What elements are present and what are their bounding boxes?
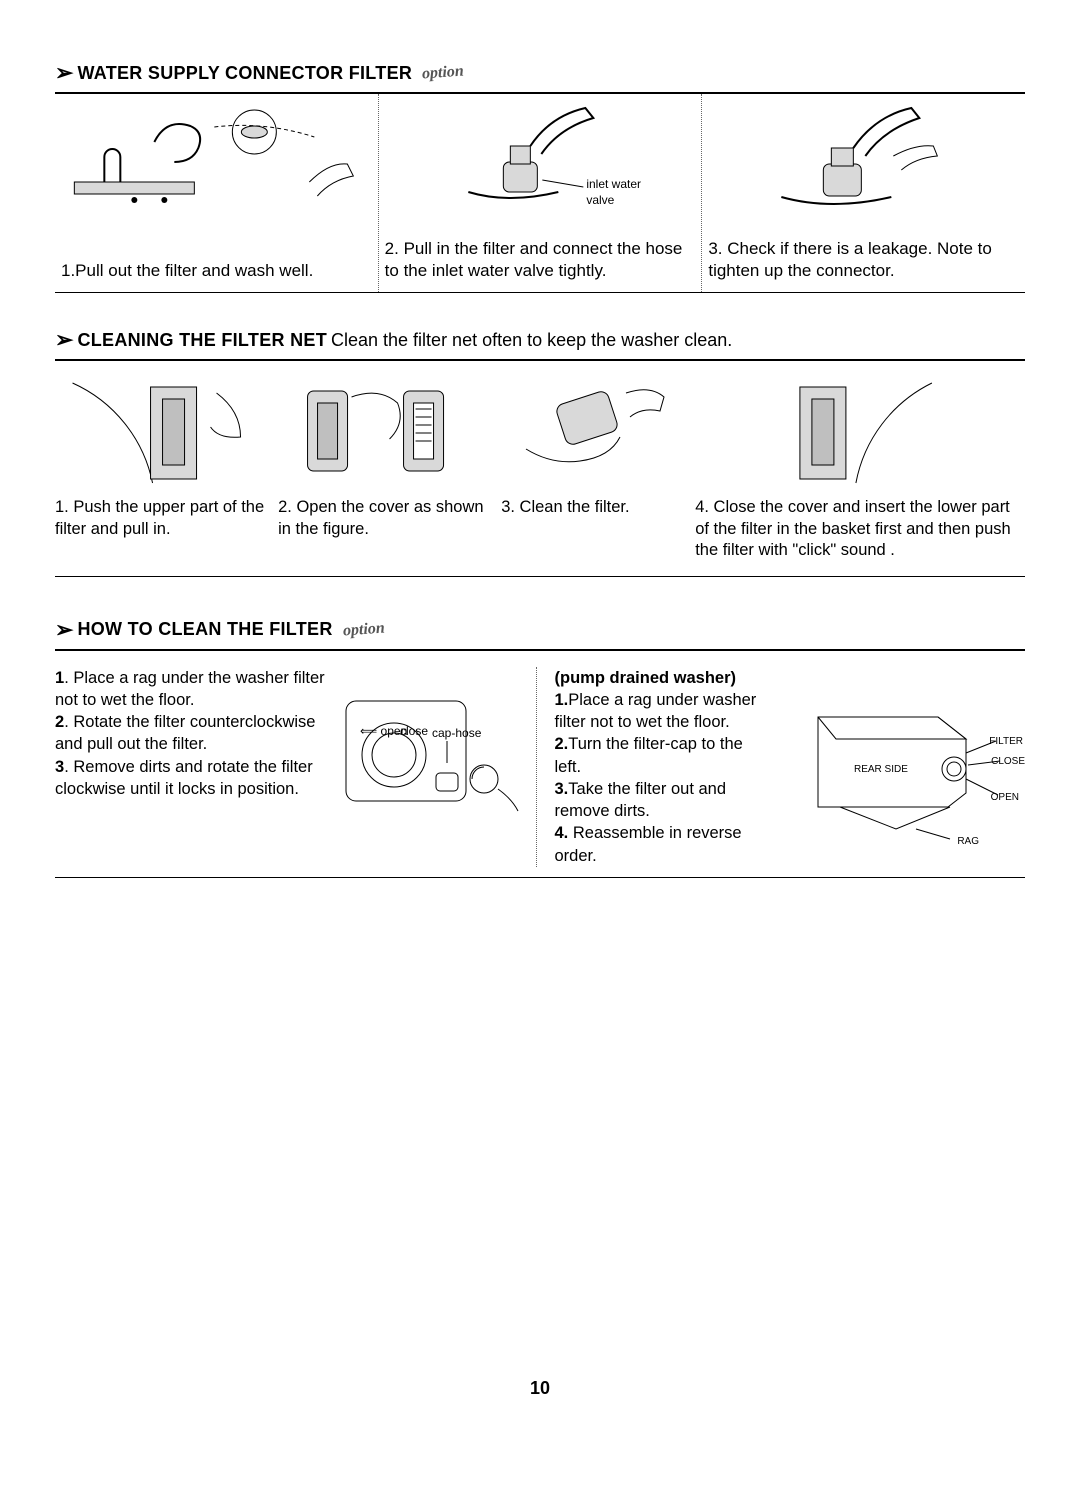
svg-text:close: close — [400, 724, 428, 738]
section-header-water-supply: ➢ WATER SUPPLY CONNECTOR FILTER option — [55, 60, 1025, 86]
label-open: OPEN — [991, 791, 1019, 805]
step-caption: 3. Check if there is a leakage. Note to … — [708, 232, 1015, 282]
pump-drained-heading: (pump drained washer) — [555, 667, 1026, 689]
list-item: 3. Remove dirts and rotate the filter cl… — [55, 756, 328, 801]
step-caption: 1.Pull out the filter and wash well. — [61, 254, 368, 282]
illustration-front-filter: ⟸ open close cap-hose — [342, 693, 522, 813]
illustration-open-cover — [278, 377, 501, 487]
illustration-connect-hose: inlet water valve — [385, 102, 692, 232]
page-number: 10 — [55, 1378, 1025, 1399]
step-cell-2: 2. Open the cover as shown in the figure… — [278, 377, 501, 561]
water-supply-steps-row: 1.Pull out the filter and wash well. inl… — [55, 94, 1025, 293]
divider — [55, 649, 1025, 651]
right-column: (pump drained washer) 1.Place a rag unde… — [537, 667, 1026, 867]
section-header-cleaning-filter-net: ➢ CLEANING THE FILTER NET Clean the filt… — [55, 327, 1025, 353]
list-item: 2. Rotate the filter counterclockwise an… — [55, 711, 328, 756]
section-title: WATER SUPPLY CONNECTOR FILTER — [77, 63, 412, 84]
label-rag: RAG — [957, 835, 979, 849]
filter-net-steps-row: 1. Push the upper part of the filter and… — [55, 377, 1025, 576]
divider — [55, 359, 1025, 361]
illustration-pull-out-filter — [61, 102, 368, 232]
step-cell-1: 1. Push the upper part of the filter and… — [55, 377, 278, 561]
label-close: CLOSE — [991, 755, 1025, 769]
step-cell-2: inlet water valve 2. Pull in the filter … — [378, 94, 702, 292]
step-cell-1: 1.Pull out the filter and wash well. — [55, 94, 378, 292]
step-cell-3: 3. Check if there is a leakage. Note to … — [701, 94, 1025, 292]
step-cell-3: 3. Clean the filter. — [501, 377, 695, 561]
valve-label: valve — [586, 193, 614, 207]
list-item: 4. Reassemble in reverse order. — [555, 822, 771, 867]
option-badge: option — [422, 63, 465, 84]
label-rear: REAR SIDE — [854, 763, 908, 777]
step-caption: 2. Open the cover as shown in the figure… — [278, 487, 501, 540]
chevron-icon: ➢ — [55, 617, 71, 643]
step-caption: 4. Close the cover and insert the lower … — [695, 487, 1025, 561]
section-cleaning-filter-net: ➢ CLEANING THE FILTER NET Clean the filt… — [55, 327, 1025, 576]
option-badge: option — [342, 619, 385, 640]
chevron-icon: ➢ — [55, 60, 71, 86]
section-title: CLEANING THE FILTER NET — [77, 330, 327, 351]
illustration-check-leakage — [708, 102, 1015, 232]
chevron-icon: ➢ — [55, 327, 71, 353]
left-steps: 1. Place a rag under the washer filter n… — [55, 667, 328, 801]
step-caption: 1. Push the upper part of the filter and… — [55, 487, 278, 540]
list-item: 3.Take the filter out and remove dirts. — [555, 778, 771, 823]
step-cell-4: 4. Close the cover and insert the lower … — [695, 377, 1025, 561]
section-title: HOW TO CLEAN THE FILTER — [77, 619, 332, 640]
section-how-to-clean-filter: ➢ HOW TO CLEAN THE FILTER option 1. Plac… — [55, 617, 1025, 878]
illustration-rear-filter: FILTER CLOSE OPEN RAG REAR SIDE — [800, 707, 1025, 847]
illustration-close-cover — [695, 377, 1025, 487]
illustration-clean-filter — [501, 377, 695, 487]
right-steps: 1.Place a rag under washer filter not to… — [555, 689, 771, 867]
section-subtitle: Clean the filter net often to keep the w… — [331, 330, 732, 351]
list-item: 2.Turn the filter-cap to the left. — [555, 733, 771, 778]
how-to-clean-body: 1. Place a rag under the washer filter n… — [55, 667, 1025, 878]
section-header-how-to-clean: ➢ HOW TO CLEAN THE FILTER option — [55, 617, 1025, 643]
left-column: 1. Place a rag under the washer filter n… — [55, 667, 537, 867]
list-item: 1. Place a rag under the washer filter n… — [55, 667, 328, 712]
step-caption: 3. Clean the filter. — [501, 487, 695, 518]
list-item: 1.Place a rag under washer filter not to… — [555, 689, 771, 734]
illustration-push-upper-part — [55, 377, 278, 487]
svg-text:cap-hose: cap-hose — [432, 726, 482, 740]
inlet-water-label: inlet water — [586, 177, 641, 191]
label-filter: FILTER — [989, 735, 1023, 749]
step-caption: 2. Pull in the filter and connect the ho… — [385, 232, 692, 282]
